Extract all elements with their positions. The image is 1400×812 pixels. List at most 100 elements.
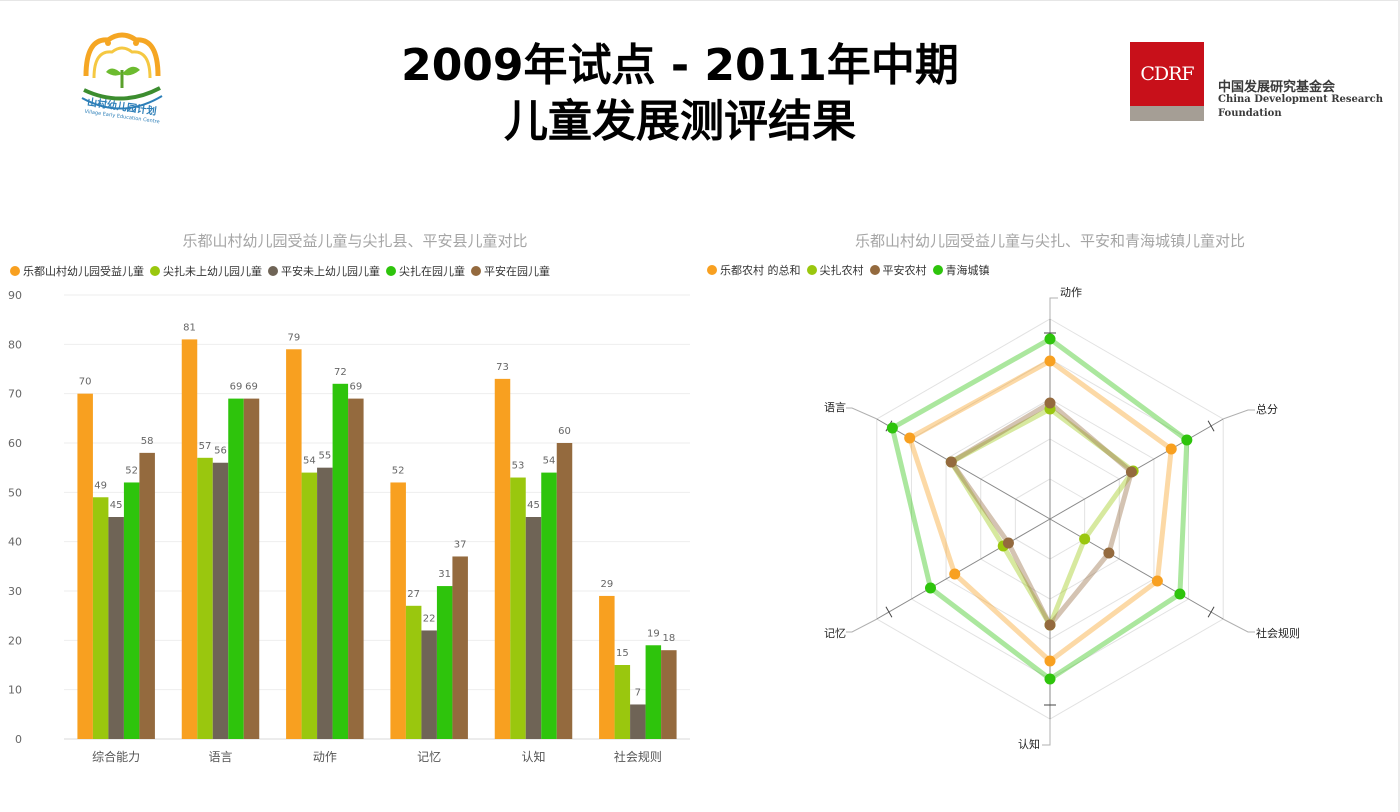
x-tick-label: 综合能力 xyxy=(92,749,140,764)
radar-axis-label: 语言 xyxy=(824,401,846,414)
radar-legend-item[interactable]: 青海城镇 xyxy=(932,262,990,278)
radar-legend-item[interactable]: 平安农村 xyxy=(869,262,927,278)
bar xyxy=(92,497,109,739)
bar-legend-item[interactable]: 乐都山村幼儿园受益儿童 xyxy=(10,263,144,279)
legend-label: 平安在园儿童 xyxy=(484,265,550,278)
data-label: 79 xyxy=(287,332,300,343)
bar xyxy=(661,650,677,739)
legend-label: 平安未上幼儿园儿童 xyxy=(281,265,380,278)
radar-point xyxy=(1125,466,1137,478)
data-label: 70 xyxy=(79,377,92,388)
radar-chart-title: 乐都山村幼儿园受益儿童与尖扎、平安和青海城镇儿童对比 xyxy=(854,232,1245,250)
title-line-2: 儿童发展测评结果 xyxy=(504,96,856,147)
bar xyxy=(645,645,662,739)
legend-label: 乐都山村幼儿园受益儿童 xyxy=(23,265,144,278)
data-label: 56 xyxy=(214,446,227,457)
bar xyxy=(197,457,213,739)
radar-point xyxy=(1044,619,1056,631)
radar-point xyxy=(1174,588,1186,600)
radar-point xyxy=(1044,355,1056,367)
bar-chart-legend: 乐都山村幼儿园受益儿童 尖扎未上幼儿园儿童 平安未上幼儿园儿童 尖扎在园儿童 平安在园儿… xyxy=(10,263,556,279)
y-tick-label: 90 xyxy=(8,289,22,302)
data-label: 72 xyxy=(334,367,347,378)
radar-point xyxy=(1103,547,1115,559)
data-label: 54 xyxy=(303,456,316,467)
radar-point xyxy=(945,456,957,468)
data-label: 15 xyxy=(616,648,629,659)
legend-dot-icon xyxy=(869,265,880,275)
bar-legend-item[interactable]: 平安在园儿童 xyxy=(471,263,550,279)
bar xyxy=(317,467,333,739)
bar xyxy=(525,517,542,739)
bar xyxy=(77,393,93,739)
data-label: 31 xyxy=(438,569,451,580)
radar-point xyxy=(1044,397,1056,409)
data-label: 27 xyxy=(407,589,420,600)
data-label: 45 xyxy=(110,500,123,511)
data-label: 69 xyxy=(245,382,258,393)
bar xyxy=(494,378,511,739)
radar-legend-item[interactable]: 尖扎农村 xyxy=(806,262,864,278)
data-label: 52 xyxy=(125,465,138,476)
bar xyxy=(108,517,124,739)
bar xyxy=(228,398,244,739)
cdrf-name-en-line2: Foundation xyxy=(1218,108,1282,119)
x-tick-label: 动作 xyxy=(313,750,337,764)
y-tick-label: 80 xyxy=(8,338,22,351)
radar-leader-line xyxy=(1222,618,1255,633)
legend-dot-icon xyxy=(10,266,20,276)
bar-legend-item[interactable]: 平安未上幼儿园儿童 xyxy=(268,263,380,279)
data-label: 19 xyxy=(647,628,660,639)
radar-point xyxy=(949,568,961,580)
radar-point xyxy=(1079,533,1091,545)
radar-leader-line xyxy=(1222,409,1255,420)
radar-leader-line xyxy=(1049,297,1058,319)
right-border xyxy=(1398,0,1400,812)
radar-point xyxy=(1002,537,1014,549)
radar-leader-line xyxy=(1042,719,1051,746)
radar-legend-item[interactable]: 乐都农村 的总和 xyxy=(707,262,801,278)
legend-dot-icon xyxy=(386,266,396,276)
legend-label: 乐都农村 的总和 xyxy=(720,264,801,277)
data-label: 45 xyxy=(527,500,540,511)
bar-legend-item[interactable]: 尖扎未上幼儿园儿童 xyxy=(150,263,262,279)
x-tick-label: 社会规则 xyxy=(614,749,662,764)
y-tick-label: 20 xyxy=(8,634,22,647)
y-tick-label: 10 xyxy=(8,684,22,697)
bar-legend-item[interactable]: 尖扎在园儿童 xyxy=(386,263,465,279)
legend-label: 尖扎未上幼儿园儿童 xyxy=(163,265,262,278)
data-label: 52 xyxy=(392,465,405,476)
radar-spoke xyxy=(1049,518,1224,620)
legend-label: 尖扎在园儿童 xyxy=(399,265,465,278)
radar-axis-label: 动作 xyxy=(1060,286,1082,299)
bar xyxy=(286,349,302,739)
data-label: 81 xyxy=(183,322,196,333)
title-line-1: 2009年试点 - 2011年中期 xyxy=(401,40,959,91)
x-tick-label: 认知 xyxy=(521,750,545,764)
y-tick-label: 60 xyxy=(8,437,22,450)
cdrf-name-en-line1: China Development Research xyxy=(1218,94,1384,105)
radar-tick xyxy=(1207,606,1215,618)
bar xyxy=(436,586,453,739)
radar-series-line xyxy=(889,336,1190,682)
radar-point xyxy=(1181,434,1193,446)
data-label: 69 xyxy=(230,382,243,393)
data-label: 57 xyxy=(199,441,212,452)
data-label: 73 xyxy=(496,362,509,373)
bar xyxy=(243,398,260,739)
y-tick-label: 40 xyxy=(8,536,22,549)
village-logo-icon xyxy=(81,32,163,110)
y-tick-label: 0 xyxy=(15,733,22,746)
y-tick-label: 70 xyxy=(8,388,22,401)
bar xyxy=(332,383,349,739)
bar xyxy=(599,595,615,739)
radar-tick xyxy=(885,606,893,618)
radar-tick xyxy=(1207,420,1215,432)
legend-dot-icon xyxy=(268,266,278,276)
data-label: 22 xyxy=(423,613,436,624)
radar-point xyxy=(1151,575,1163,587)
top-border xyxy=(0,0,1400,1)
legend-label: 平安农村 xyxy=(882,264,927,277)
